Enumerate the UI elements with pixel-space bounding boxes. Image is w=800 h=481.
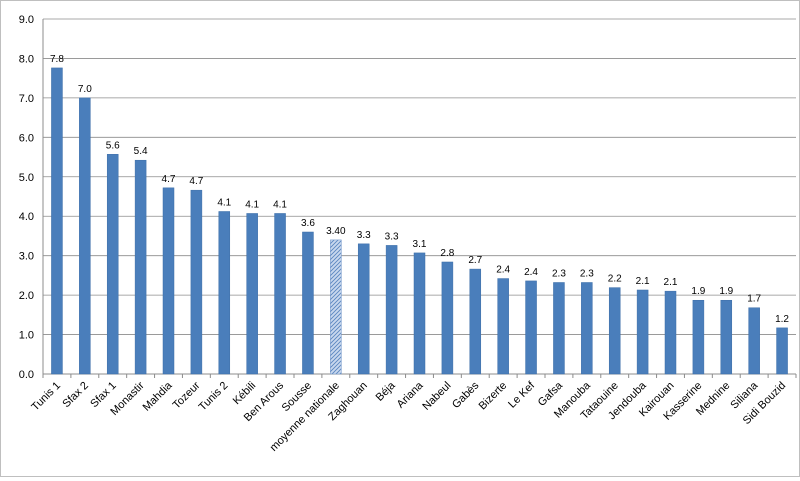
y-tick-label: 7.0 [19, 93, 34, 105]
data-label: 2.3 [580, 268, 594, 279]
y-tick-label: 0.0 [19, 369, 34, 381]
bar [497, 278, 509, 375]
x-tick-label: Béja [374, 379, 399, 404]
bar [608, 287, 621, 375]
bar [246, 213, 258, 375]
data-label: 7.0 [78, 84, 92, 95]
data-labels: 7.8 7.0 5.6 5.4 4.7 4.7 4.1 4.1 4.1 3.6 3.40 3.3 3.3… [50, 54, 789, 325]
data-label: 1.9 [691, 286, 705, 297]
data-label: 5.6 [106, 140, 120, 151]
data-label: 3.3 [385, 231, 399, 242]
data-label: 4.1 [245, 199, 259, 210]
bar [636, 289, 649, 375]
bar [469, 268, 482, 375]
x-tick-label: Tunis 2 [197, 380, 231, 414]
bar [441, 261, 454, 375]
bar-average [330, 239, 342, 375]
data-label: 7.8 [50, 54, 64, 65]
bar [134, 159, 147, 375]
y-tick-label: 6.0 [19, 132, 34, 144]
bar [385, 245, 398, 375]
data-label: 4.1 [273, 199, 287, 210]
data-label: 2.7 [468, 255, 482, 266]
data-label: 3.1 [413, 239, 427, 250]
x-tick-label: Gabès [450, 379, 482, 411]
data-label: 2.4 [496, 265, 510, 276]
data-label: 5.4 [134, 146, 148, 157]
bar [190, 189, 203, 375]
data-label: 3.3 [357, 230, 371, 241]
bar [413, 252, 426, 375]
data-label: 2.3 [552, 268, 566, 279]
data-label: 1.9 [719, 286, 733, 297]
y-tick-label: 9.0 [19, 14, 34, 26]
x-tick-label: Le Kef [506, 379, 538, 411]
y-tick-label: 8.0 [19, 53, 34, 65]
bar [553, 282, 565, 375]
data-label: 1.7 [747, 294, 761, 305]
data-label: 4.7 [189, 176, 203, 187]
bar [106, 154, 119, 375]
data-label: 2.8 [440, 248, 454, 259]
y-tick-label: 1.0 [19, 330, 34, 342]
bar [776, 327, 788, 375]
x-tick-label: Tunis 1 [29, 380, 63, 414]
bar [664, 290, 677, 375]
x-tick-label: Nabeul [420, 380, 453, 413]
data-label: 4.7 [162, 174, 176, 185]
y-tick-label: 3.0 [19, 251, 34, 263]
bar [79, 97, 91, 375]
bar [581, 282, 593, 375]
bar [748, 307, 760, 375]
bars [51, 67, 788, 375]
y-tick-label: 4.0 [19, 211, 34, 223]
data-label: 3.6 [301, 218, 315, 229]
x-tick-label: Sfax 2 [60, 380, 91, 411]
bar [218, 211, 231, 375]
x-tick-label: Mahdia [141, 379, 176, 414]
bar [720, 299, 733, 375]
bar [692, 299, 705, 375]
data-label: 3.40 [326, 226, 346, 237]
data-label: 4.1 [217, 197, 231, 208]
bar [525, 280, 537, 375]
bar [51, 67, 63, 375]
bar [357, 243, 370, 375]
bar [162, 187, 175, 375]
bar [302, 231, 314, 375]
data-label: 2.1 [636, 276, 650, 287]
data-label: 1.2 [775, 314, 789, 325]
bar [274, 213, 286, 375]
data-label: 2.1 [664, 277, 678, 288]
x-tick-label: Bizerte [477, 380, 510, 413]
data-label: 2.4 [524, 267, 538, 278]
y-tick-label: 2.0 [19, 290, 34, 302]
data-label: 2.2 [608, 274, 622, 285]
y-tick-label: 5.0 [19, 172, 34, 184]
